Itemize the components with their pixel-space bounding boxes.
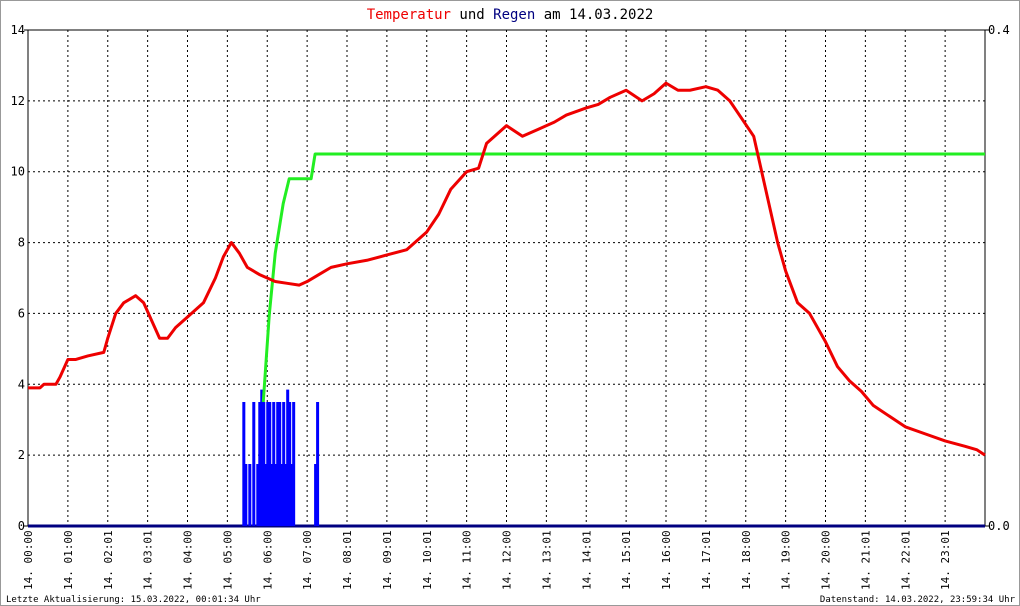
title-date: am 14.03.2022 — [535, 7, 653, 23]
rain-bar — [272, 402, 276, 526]
footer-left: Letzte Aktualisierung: 15.03.2022, 00:01… — [6, 595, 261, 605]
x-tick-label: 14. 10:01 — [421, 530, 434, 590]
series-temperature — [28, 81, 986, 457]
rain-bar — [290, 464, 294, 526]
x-tick-label: 14. 20:00 — [820, 530, 833, 590]
rain-bar — [278, 402, 282, 526]
rain-bar — [284, 464, 288, 526]
rain-bar — [280, 464, 284, 526]
rain-bar — [248, 464, 252, 526]
rain-bar — [316, 402, 320, 526]
rain-bar — [262, 402, 266, 526]
rain-bar — [266, 402, 270, 526]
y-tick-label: 6 — [18, 306, 25, 320]
x-tick-label: 14. 05:00 — [221, 530, 234, 590]
x-tick-label: 14. 07:00 — [301, 530, 314, 590]
y2-tick-label: 0.0 — [988, 519, 1010, 533]
rain-bar — [292, 402, 296, 526]
x-tick-label: 14. 18:00 — [740, 530, 753, 590]
x-tick-label: 14. 11:00 — [461, 530, 474, 590]
rain-bar — [264, 464, 268, 526]
x-tick-label: 14. 19:00 — [780, 530, 793, 590]
x-tick-label: 14. 12:00 — [501, 530, 514, 590]
rain-bar — [274, 464, 278, 526]
y2-tick-label: 0.4 — [988, 23, 1010, 37]
title-und: und — [451, 7, 493, 23]
rain-bars — [242, 389, 320, 526]
rain-bar — [288, 402, 292, 526]
x-tick-label: 14. 03:01 — [142, 530, 155, 590]
rain-bar — [252, 402, 256, 526]
title-temperature: Temperatur — [367, 7, 451, 23]
x-tick-label: 14. 01:00 — [62, 530, 75, 590]
rain-bar — [260, 389, 264, 526]
rain-bar — [242, 402, 246, 526]
x-tick-label: 14. 02:01 — [102, 530, 115, 590]
rain-bar — [244, 464, 248, 526]
rain-bar — [270, 464, 274, 526]
x-tick-label: 14. 16:00 — [660, 530, 673, 590]
axes — [24, 29, 989, 528]
x-tick-label: 14. 17:01 — [700, 530, 713, 590]
x-tick-label: 14. 23:01 — [939, 530, 952, 590]
x-tick-label: 14. 06:00 — [261, 530, 274, 590]
rain-bar — [256, 464, 260, 526]
title-regen: Regen — [493, 7, 535, 23]
y-tick-label: 14 — [11, 23, 25, 37]
y-tick-label: 2 — [18, 448, 25, 462]
series-rain-cumulative — [261, 152, 985, 403]
x-tick-label: 14. 09:01 — [381, 530, 394, 590]
rain-bar — [314, 464, 318, 526]
tick-labels: 0 2 4 6 8 10 12 14 0.0 0.4 14. 00:00 14. 01:00 14. 0… — [11, 23, 1010, 590]
x-tick-label: 14. 15:01 — [620, 530, 633, 590]
x-tick-label: 14. 04:00 — [182, 530, 195, 590]
y-tick-label: 10 — [11, 165, 25, 179]
y-tick-label: 0 — [18, 519, 25, 533]
series-lines — [28, 81, 986, 457]
grid — [28, 30, 985, 526]
x-tick-label: 14. 21:01 — [859, 530, 872, 590]
rain-bar — [258, 402, 262, 526]
x-tick-label: 14. 22:01 — [899, 530, 912, 590]
chart-title: Temperatur und Regen am 14.03.2022 — [367, 7, 654, 23]
footer-right: Datenstand: 14.03.2022, 23:59:34 Uhr — [820, 595, 1016, 605]
y-tick-label: 8 — [18, 236, 25, 250]
x-tick-label: 14. 00:00 — [22, 530, 35, 590]
x-tick-label: 14. 13:01 — [540, 530, 553, 590]
rain-bar — [268, 402, 272, 526]
y-tick-label: 4 — [18, 377, 25, 391]
rain-bar — [282, 402, 286, 526]
x-tick-label: 14. 08:01 — [341, 530, 354, 590]
rain-bar — [276, 402, 280, 526]
rain-bar — [286, 389, 290, 526]
y-tick-label: 12 — [11, 94, 25, 108]
x-tick-label: 14. 14:01 — [580, 530, 593, 590]
